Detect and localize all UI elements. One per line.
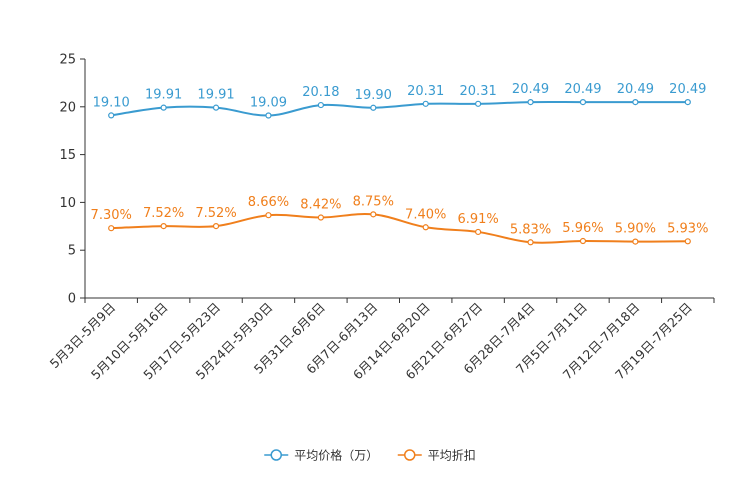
data-point[interactable] <box>160 223 167 230</box>
legend-item-1[interactable]: 平均折扣 <box>397 448 476 463</box>
data-label: 19.10 <box>93 95 130 110</box>
y-tick-label: 15 <box>59 148 76 163</box>
data-label: 19.09 <box>250 95 287 110</box>
data-point[interactable] <box>684 238 691 245</box>
data-label: 5.93% <box>667 221 708 236</box>
y-tick-label: 25 <box>59 53 76 68</box>
x-ticks: 5月3日-5月9日5月10日-5月16日5月17日-5月23日5月24日-5月3… <box>47 298 715 382</box>
data-point[interactable] <box>317 214 324 221</box>
data-label: 19.91 <box>197 88 234 103</box>
data-label: 20.49 <box>564 82 601 97</box>
data-label: 7.40% <box>405 207 446 222</box>
data-label: 8.75% <box>353 194 394 209</box>
data-label: 7.30% <box>91 208 132 223</box>
data-point[interactable] <box>108 112 115 119</box>
y-tick-label: 10 <box>59 196 76 211</box>
data-label: 19.91 <box>145 88 182 103</box>
legend[interactable]: 平均价格（万） 平均折扣 <box>264 448 476 463</box>
data-point[interactable] <box>422 224 429 231</box>
data-label: 19.90 <box>355 88 392 103</box>
legend-marker-icon <box>270 449 282 461</box>
data-point[interactable] <box>160 104 167 111</box>
legend-item-0[interactable]: 平均价格（万） <box>264 448 378 463</box>
data-point[interactable] <box>265 112 272 119</box>
series-line-1 <box>111 212 688 244</box>
data-point[interactable] <box>108 225 115 232</box>
legend-label: 平均折扣 <box>428 448 476 463</box>
data-label: 7.52% <box>195 206 236 221</box>
data-label: 20.49 <box>669 82 706 97</box>
data-label: 5.90% <box>615 222 656 237</box>
data-point[interactable] <box>317 101 324 109</box>
data-label: 20.31 <box>407 84 444 99</box>
legend-label: 平均价格（万） <box>294 448 378 463</box>
data-label: 7.52% <box>143 206 184 221</box>
data-label: 20.49 <box>617 82 654 97</box>
data-point[interactable] <box>370 211 377 218</box>
data-point[interactable] <box>527 99 534 106</box>
data-point[interactable] <box>422 100 429 107</box>
data-label: 8.66% <box>248 195 289 210</box>
data-label: 20.18 <box>302 85 339 100</box>
data-label: 20.31 <box>460 84 497 99</box>
data-point[interactable] <box>684 99 691 106</box>
data-label: 8.42% <box>300 198 341 213</box>
data-point[interactable] <box>632 99 639 106</box>
data-point[interactable] <box>579 237 587 245</box>
data-point[interactable] <box>632 238 639 245</box>
data-label: 5.96% <box>562 221 603 236</box>
data-point[interactable] <box>579 99 587 106</box>
y-tick-label: 20 <box>59 100 76 115</box>
legend-marker-icon <box>404 449 416 461</box>
data-label: 20.49 <box>512 82 549 97</box>
y-ticks: 0 5 10 15 20 25 <box>59 53 85 307</box>
y-tick-label: 0 <box>68 292 76 307</box>
data-point[interactable] <box>212 104 220 111</box>
data-point[interactable] <box>265 212 272 219</box>
series-line-0 <box>111 100 688 117</box>
data-point[interactable] <box>475 100 482 107</box>
data-point[interactable] <box>370 104 377 111</box>
y-tick-label: 5 <box>68 244 76 259</box>
data-label: 5.83% <box>510 222 551 237</box>
data-point[interactable] <box>212 223 220 230</box>
data-labels: 19.10 19.91 19.91 19.09 20.18 19.90 20.31 20.31… <box>91 82 709 237</box>
data-point[interactable] <box>527 239 534 246</box>
data-point[interactable] <box>475 228 482 236</box>
data-label: 6.91% <box>457 212 498 227</box>
series-layer <box>108 99 691 246</box>
